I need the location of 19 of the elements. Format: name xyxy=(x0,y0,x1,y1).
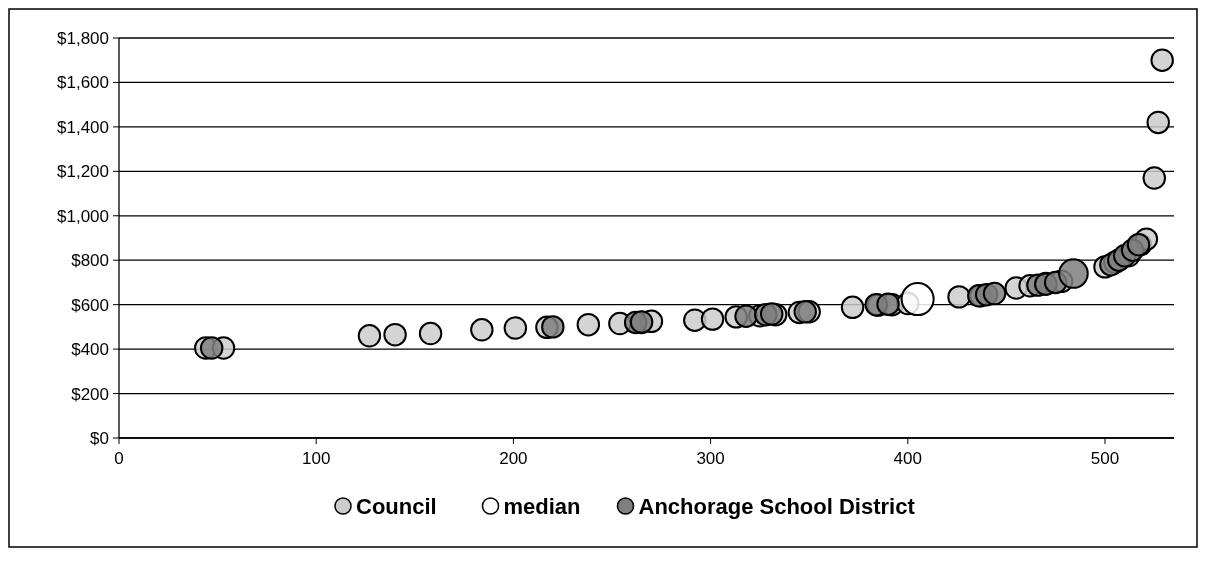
x-tick-label: 100 xyxy=(302,449,331,468)
y-tick-label: $800 xyxy=(71,251,109,271)
legend-label: Anchorage School District xyxy=(638,493,916,519)
x-tick-label: 200 xyxy=(499,449,528,468)
y-tick-label: $600 xyxy=(71,295,109,315)
y-tick-label: $200 xyxy=(71,384,109,404)
y-tick-label: $1,400 xyxy=(57,117,109,137)
x-tick-label: 300 xyxy=(696,449,725,468)
y-tick-label: $1,800 xyxy=(57,28,109,48)
x-tick-label: 500 xyxy=(1090,449,1120,468)
y-tick-label: $1,600 xyxy=(57,73,109,93)
x-tick-label: 0 xyxy=(114,449,124,468)
y-tick-label: $1,000 xyxy=(57,206,109,226)
x-tick-label: 400 xyxy=(893,449,922,468)
y-tick-label: $0 xyxy=(90,428,109,448)
y-tick-label: $400 xyxy=(71,340,109,360)
legend-label: Council xyxy=(356,493,437,519)
y-tick-label: $1,200 xyxy=(57,162,109,182)
legend-label: median xyxy=(503,493,581,519)
